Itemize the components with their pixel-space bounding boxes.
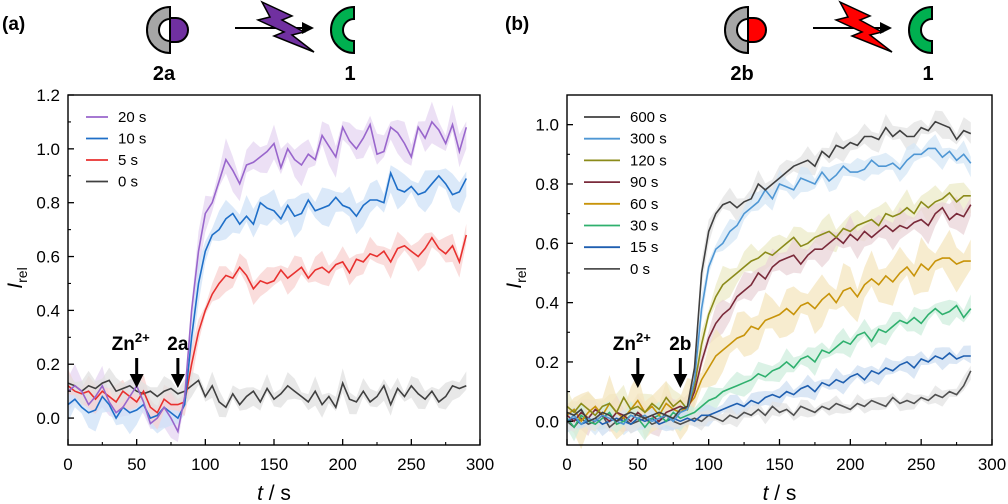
reactant-shell-icon [724,5,749,55]
annotation-label: Zn2+ [613,330,651,355]
x-tick-label: 100 [694,455,722,474]
product-label: 1 [922,63,933,85]
x-tick-label: 0 [562,455,571,474]
panel-label: (a) [2,14,25,35]
series-band-60s [567,229,971,450]
x-tick-label: 50 [127,455,146,474]
annotation-arrow: 2b [669,334,691,388]
x-tick-label: 100 [191,455,219,474]
annotation-arrow: Zn2+ [112,330,150,388]
y-axis-label: Irel [4,267,30,288]
legend-label: 0 s [118,174,138,191]
series-band-15s [567,345,971,437]
legend-label: 600 s [630,109,667,126]
y-tick-label: 0.6 [535,234,559,253]
panel-label: (b) [505,14,529,35]
legend-label: 0 s [630,261,650,278]
y-tick-label: 1.0 [36,140,60,159]
reactant-label: 2a [153,63,176,85]
annotation-arrowhead-icon [673,374,688,388]
x-tick-label: 150 [765,455,793,474]
y-tick-label: 1.2 [36,86,60,105]
annotation-label: 2a [167,334,189,355]
annotation-arrowhead-icon [170,374,185,388]
legend-label: 120 s [630,152,667,169]
y-tick-label: 0.8 [535,175,559,194]
series-line-10s [67,170,468,420]
product-label: 1 [344,63,355,85]
x-tick-label: 300 [978,455,1006,474]
annotation-arrowhead-icon [630,374,645,388]
series-line-5s [67,234,468,414]
reactant-core-icon [747,17,767,43]
legend-label: 300 s [630,131,667,148]
series-band-30s [567,294,971,442]
y-tick-label: 0.8 [36,194,60,213]
reactant-molecule-icon [146,5,189,55]
y-axis-label: Irel [503,267,529,288]
x-tick-label: 200 [328,455,356,474]
legend-label: 5 s [118,152,138,169]
series-band-10s [68,165,467,435]
series-band-5s [68,223,467,430]
series-band-0s [68,367,467,418]
y-tick-label: 0.6 [36,248,60,267]
plot-area [67,101,468,442]
x-axis-label: t / s [257,482,291,504]
plot-area [566,110,972,450]
x-tick-label: 250 [907,455,935,474]
chart-panel-a: (a) 2a 1 0 50 100 150 200 250 300 0.0 0.2 0.4 0.6 0.8 1… [2,0,494,504]
series-line-600s [566,120,972,423]
x-tick-label: 150 [260,455,288,474]
annotation-arrowhead-icon [129,374,144,388]
annotation-label: Zn2+ [112,330,150,355]
series-line-20s [67,120,468,434]
chart-panel-b: (b) 2b 1 0 50 100 150 200 250 300 0.0 0.2 0.4 0.6 0.8 1… [503,0,1006,504]
legend-label: 60 s [630,196,658,213]
y-tick-label: 1.0 [535,116,559,135]
lightning-bolt-icon [833,0,893,53]
product-molecule-icon [330,5,355,55]
y-tick-label: 0.2 [535,353,559,372]
series-band-300s [567,134,971,436]
x-tick-label: 50 [628,455,647,474]
lightning-bolt-icon [255,0,315,53]
y-tick-label: 0.2 [36,355,60,374]
y-tick-label: 0.0 [535,412,559,431]
annotation-arrow: 2a [167,334,189,388]
reaction-arrowhead-icon [302,22,314,34]
series-line-0s [566,370,972,429]
legend-label: 15 s [630,239,658,256]
legend-label: 10 s [118,131,146,148]
x-axis-label: t / s [763,482,797,504]
annotation-label: 2b [669,334,691,355]
reaction-arrowhead-icon [880,22,892,34]
reactant-label: 2b [730,63,753,85]
x-tick-label: 200 [836,455,864,474]
series-line-300s [566,147,972,426]
legend: 600 s 300 s 120 s 90 s 60 s 30 s 15 s 0 s [584,109,667,278]
product-molecule-icon [908,5,933,55]
reactant-core-icon [169,17,189,43]
x-tick-label: 250 [397,455,425,474]
y-tick-label: 0.4 [535,294,559,313]
legend: 20 s 10 s 5 s 0 s [86,109,146,191]
x-tick-label: 0 [63,455,72,474]
series-line-60s [566,257,971,423]
legend-label: 90 s [630,174,658,191]
x-tick-label: 300 [466,455,494,474]
y-tick-label: 0.0 [36,409,60,428]
series-line-120s [566,191,971,417]
y-tick-label: 0.4 [36,301,60,320]
reactant-molecule-icon [724,5,767,55]
annotation-arrow: Zn2+ [613,330,651,388]
legend-label: 20 s [118,109,146,126]
legend-label: 30 s [630,218,658,235]
reactant-shell-icon [146,5,171,55]
series-line-15s [566,352,971,426]
